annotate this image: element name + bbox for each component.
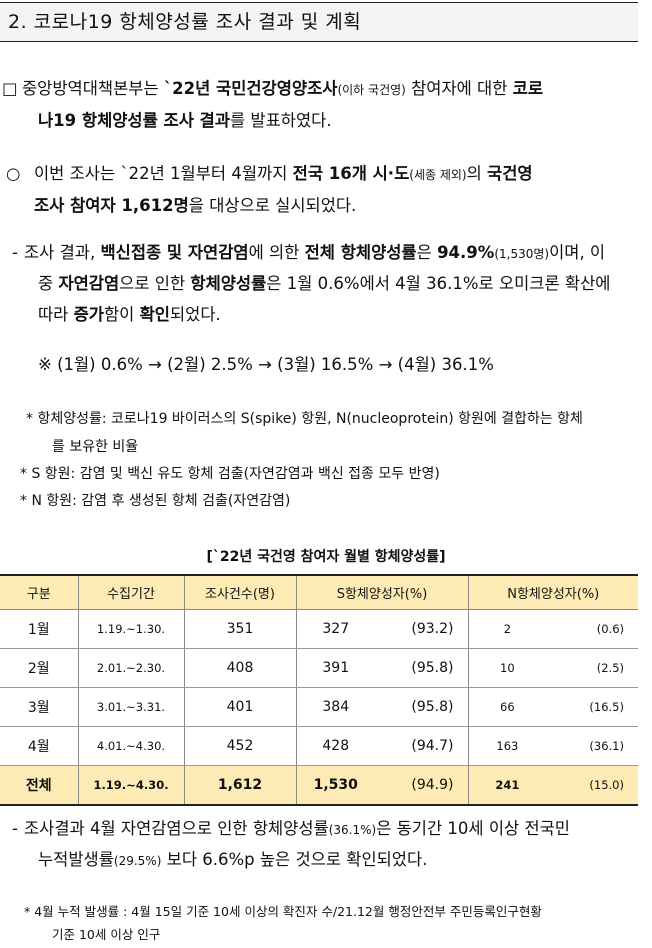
cell-period: 4.01.~4.30. [77,726,184,766]
header-n-antibody: N항체양성자(%) [467,575,638,610]
cell-s-antibody: 428 (94.7) [295,726,468,766]
note-definition-cont: 를 보유한 비율 [52,439,139,455]
table-header-row: 구분 수집기간 조사건수(명) S항체양성자(%) N항체양성자(%) [0,575,638,610]
paragraph-2-line-2: 조사 참여자 1,612명을 대상으로 실시되었다. [34,196,357,215]
note-definition: * 항체양성률: 코로나19 바이러스의 S(spike) 항원, N(nucl… [26,411,583,427]
section-title: 2. 코로나19 항체양성률 조사 결과 및 계획 [0,2,638,42]
cell-s-antibody: 391 (95.8) [295,648,468,688]
paragraph-1-line-2: 나19 항체양성률 조사 결과를 발표하였다. [38,111,332,130]
paragraph-4-line-2: 누적발생률(29.5%) 보다 6.6%p 높은 것으로 확인되었다. [38,850,428,869]
cell-count: 1,612 [183,765,296,805]
cell-n-antibody: 241 (15.0) [467,765,638,805]
cell-period: 1.19.~1.30. [77,609,184,649]
header-category: 구분 [0,575,78,610]
cell-count: 452 [183,726,296,766]
antibody-table: 구분 수집기간 조사건수(명) S항체양성자(%) N항체양성자(%) 1월 1… [0,574,638,806]
note-s-antigen: * S 항원: 감염 및 백신 유도 항체 검출(자연감염과 백신 접종 모두 … [20,466,440,482]
table-total-row: 전체 1.19.~4.30. 1,612 1,530 (94.9) 241 (15.… [0,765,638,805]
table-row: 2월 2.01.~2.30. 408 391 (95.8) 10 (2.5) [0,648,638,688]
cell-s-antibody: 384 (95.8) [295,687,468,727]
monthly-trend: ※ (1월) 0.6% → (2월) 2.5% → (3월) 16.5% → (… [38,355,494,374]
cell-s-antibody: 1,530 (94.9) [295,765,468,805]
cell-period: 1.19.~4.30. [77,765,184,805]
header-count: 조사건수(명) [183,575,296,610]
paragraph-2: 이번 조사는 `22년 1월부터 4월까지 전국 16개 시·도(세종 제외)의… [34,164,533,183]
cell-count: 408 [183,648,296,688]
table-row: 1월 1.19.~1.30. 351 327 (93.2) 2 (0.6) [0,609,638,649]
table-row: 3월 3.01.~3.31. 401 384 (95.8) 66 (16.5) [0,687,638,727]
table-title: [`22년 국건영 참여자 월별 항체양성률] [206,549,446,565]
cell-n-antibody: 10 (2.5) [467,648,638,688]
cell-period: 2.01.~2.30. [77,648,184,688]
paragraph-3: 조사 결과, 백신접종 및 자연감염에 의한 전체 항체양성률은 94.9%(1… [24,243,606,262]
dash-bullet: - [12,243,18,262]
cell-n-antibody: 163 (36.1) [467,726,638,766]
cell-period: 3.01.~3.31. [77,687,184,727]
paragraph-4: 조사결과 4월 자연감염으로 인한 항체양성률(36.1%)은 동기간 10세 … [24,819,570,838]
paragraph-3-line-2: 중 자연감염으로 인한 항체양성률은 1월 0.6%에서 4월 36.1%로 오… [38,274,611,293]
square-bullet: □ [2,79,18,98]
footnote-cont: 기준 10세 이상 인구 [52,927,161,942]
note-n-antigen: * N 항원: 감염 후 생성된 항체 검출(자연감염) [20,493,291,509]
cell-month: 2월 [0,648,78,688]
cell-month: 3월 [0,687,78,727]
cell-month: 전체 [0,765,78,805]
footnote: * 4월 누적 발생률 : 4월 15일 기준 10세 이상의 확진자 수/21… [24,904,542,919]
dash-bullet: - [12,819,18,838]
cell-s-antibody: 327 (93.2) [295,609,468,649]
cell-month: 1월 [0,609,78,649]
header-s-antibody: S항체양성자(%) [295,575,468,610]
cell-n-antibody: 2 (0.6) [467,609,638,649]
paragraph-1: 중앙방역대책본부는 `22년 국민건강영양조사(이하 국건영) 참여자에 대한 … [22,79,544,98]
paragraph-3-line-3: 따라 증가함이 확인되었다. [38,305,221,324]
circle-bullet: ○ [6,164,21,183]
cell-n-antibody: 66 (16.5) [467,687,638,727]
cell-count: 351 [183,609,296,649]
cell-count: 401 [183,687,296,727]
header-period: 수집기간 [77,575,184,610]
table-row: 4월 4.01.~4.30. 452 428 (94.7) 163 (36.1) [0,726,638,766]
cell-month: 4월 [0,726,78,766]
